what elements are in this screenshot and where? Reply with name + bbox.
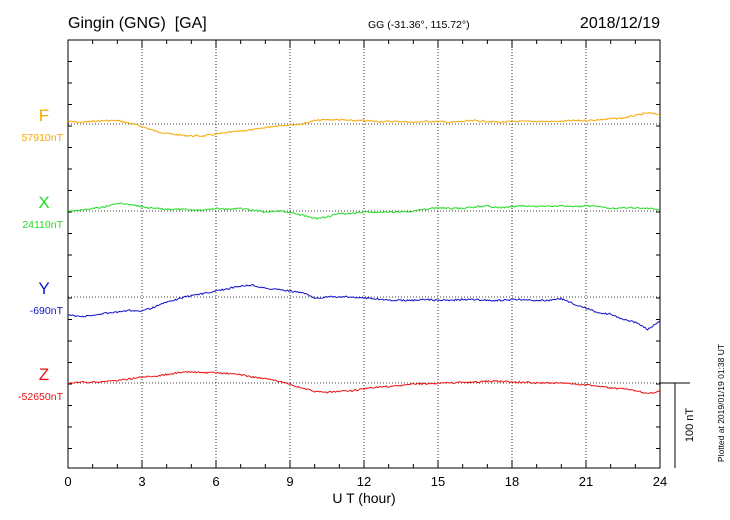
x-tick-label-18: 18 bbox=[505, 474, 519, 489]
scale-bar: 100 nT bbox=[660, 382, 696, 468]
x-tick-label-12: 12 bbox=[357, 474, 371, 489]
series-name-f: F bbox=[39, 106, 49, 125]
series-baseline-y: -690nT bbox=[30, 305, 64, 317]
series-labels: F 57910nT X 24110nT Y -690nT Z -52650nT bbox=[18, 106, 64, 403]
series-baseline-z: -52650nT bbox=[18, 391, 64, 403]
series-name-z: Z bbox=[39, 365, 49, 384]
series-baseline-f: 57910nT bbox=[22, 132, 64, 144]
series-baseline-x: 24110nT bbox=[22, 219, 63, 231]
chart-date: 2018/12/19 bbox=[580, 15, 660, 32]
x-tick-label-3: 3 bbox=[138, 474, 145, 489]
x-tick-label-9: 9 bbox=[286, 474, 293, 489]
x-tick-label-0: 0 bbox=[64, 474, 71, 489]
x-tick-label-6: 6 bbox=[212, 474, 219, 489]
series-lines bbox=[67, 111, 661, 394]
station-coordinates: GG (-31.36°, 115.72°) bbox=[368, 19, 470, 31]
series-line-y bbox=[67, 283, 661, 331]
series-line-x bbox=[67, 202, 661, 220]
scale-bar-label: 100 nT bbox=[684, 408, 696, 443]
x-tick-label-24: 24 bbox=[653, 474, 667, 489]
series-line-z bbox=[68, 370, 661, 394]
series-name-x: X bbox=[38, 193, 49, 212]
x-axis-label: U T (hour) bbox=[332, 490, 395, 506]
x-tick-label-21: 21 bbox=[579, 474, 593, 489]
series-name-y: Y bbox=[38, 279, 49, 298]
plotted-timestamp: Plotted at 2019/01/19 01:38 UT bbox=[716, 344, 726, 462]
x-tick-labels: 0 3 6 9 12 15 18 21 24 bbox=[64, 474, 667, 489]
x-tick-label-15: 15 bbox=[431, 474, 445, 489]
grid-lines bbox=[68, 40, 660, 468]
station-title: Gingin (GNG) [GA] bbox=[68, 15, 207, 32]
series-line-f bbox=[67, 111, 661, 138]
axis-ticks bbox=[67, 40, 661, 468]
